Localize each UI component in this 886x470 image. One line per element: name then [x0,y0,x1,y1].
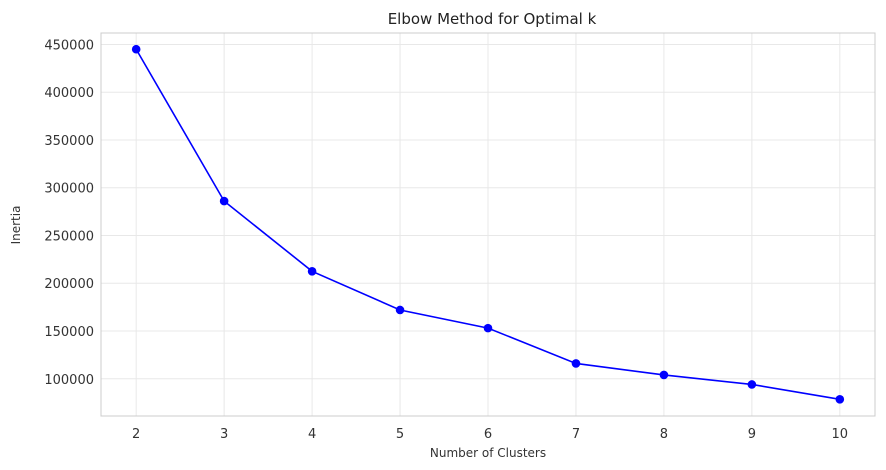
data-point [835,394,845,404]
x-axis-label: Number of Clusters [430,446,546,460]
x-tick-label: 8 [660,427,668,442]
data-point [307,267,317,276]
x-tick-label: 7 [572,427,580,442]
data-point [747,380,757,389]
data-series [131,44,845,404]
grid-lines [101,33,875,416]
data-point [483,323,493,333]
y-tick-label: 300000 [44,182,94,197]
y-axis-label: Inertia [9,206,23,245]
y-tick-label: 250000 [44,229,94,244]
x-tick-label: 4 [308,427,316,442]
x-tick-label: 2 [132,427,140,442]
data-point [659,370,669,380]
x-tick-label: 9 [748,427,756,442]
x-tick-label: 5 [396,427,404,442]
x-tick-label: 6 [484,427,492,442]
y-tick-labels: 100000 150000 200000 250000 300000 350000 4000… [44,38,94,387]
y-tick-label: 400000 [44,86,94,101]
chart-title: Elbow Method for Optimal k [388,10,597,28]
y-tick-label: 350000 [44,134,94,149]
data-point [131,44,141,54]
y-tick-label: 150000 [44,325,94,340]
y-tick-label: 100000 [44,373,94,388]
x-tick-label: 3 [220,427,228,442]
data-point [571,359,581,368]
x-tick-labels: 2 3 4 5 6 7 8 9 10 [132,427,848,442]
plot-frame [100,32,876,417]
data-point [395,305,405,315]
data-point [219,196,229,206]
y-tick-label: 450000 [44,38,94,53]
y-tick-label: 200000 [44,277,94,292]
x-tick-label: 10 [832,427,849,442]
